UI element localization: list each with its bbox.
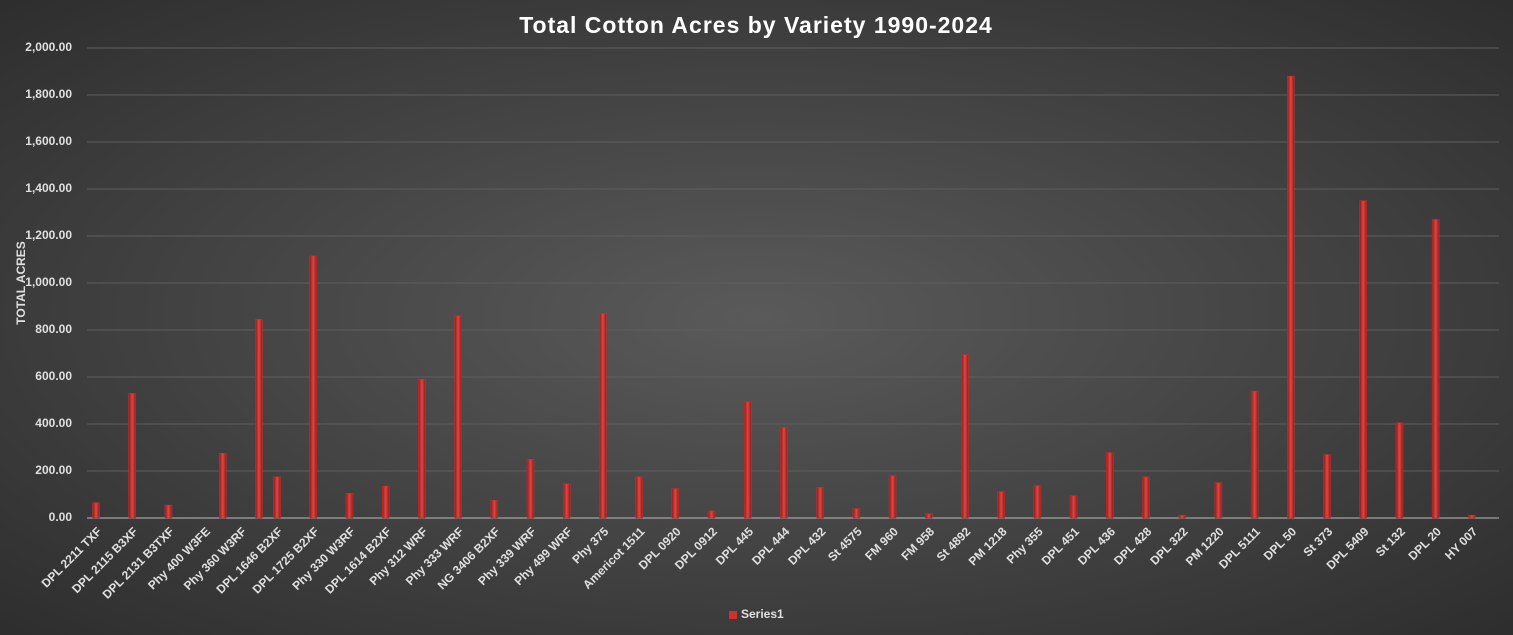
bar bbox=[925, 513, 933, 519]
y-tick-label: 200.00 bbox=[35, 463, 72, 477]
bar bbox=[164, 504, 173, 519]
bar bbox=[1431, 219, 1440, 519]
bar bbox=[418, 379, 426, 519]
bar bbox=[997, 491, 1005, 519]
bar bbox=[1323, 454, 1331, 519]
bar bbox=[309, 255, 318, 519]
bar bbox=[219, 453, 227, 519]
bar bbox=[635, 476, 643, 519]
y-tick-label: 1,400.00 bbox=[25, 181, 72, 195]
bar bbox=[961, 354, 969, 519]
bar bbox=[273, 476, 281, 519]
y-tick-label: 1,600.00 bbox=[25, 134, 72, 148]
y-tick-label: 0.00 bbox=[49, 510, 73, 524]
bar bbox=[128, 393, 137, 519]
bar bbox=[888, 475, 897, 519]
bar bbox=[852, 508, 861, 519]
bar bbox=[255, 319, 263, 519]
bar bbox=[1178, 514, 1186, 519]
bar bbox=[490, 500, 499, 519]
y-tick-label: 1,200.00 bbox=[25, 228, 72, 242]
bar bbox=[671, 488, 680, 519]
bar bbox=[562, 483, 571, 519]
bar bbox=[743, 401, 752, 519]
bar bbox=[345, 493, 354, 519]
y-tick-label: 400.00 bbox=[35, 416, 72, 430]
bar bbox=[707, 510, 716, 519]
bar bbox=[1069, 495, 1078, 519]
y-tick-label: 1,000.00 bbox=[25, 275, 72, 289]
bar bbox=[780, 427, 788, 519]
y-tick-label: 2,000.00 bbox=[25, 40, 72, 54]
bar bbox=[454, 315, 462, 519]
bar bbox=[1468, 514, 1476, 519]
bar bbox=[381, 486, 390, 519]
bar bbox=[816, 487, 824, 519]
y-axis-label: TOTAL ACRES bbox=[14, 241, 28, 325]
bar bbox=[599, 313, 607, 519]
bar bbox=[1033, 485, 1042, 519]
bar bbox=[1214, 482, 1223, 519]
bar bbox=[92, 502, 100, 519]
chart-title: Total Cotton Acres by Variety 1990-2024 bbox=[519, 12, 993, 38]
bar bbox=[1142, 476, 1150, 519]
bar bbox=[1250, 390, 1259, 519]
y-tick-label: 1,800.00 bbox=[25, 87, 72, 101]
legend-label: Series1 bbox=[741, 607, 784, 621]
bar bbox=[526, 459, 535, 519]
legend-swatch bbox=[729, 611, 737, 619]
y-tick-label: 800.00 bbox=[35, 322, 72, 336]
bar bbox=[1106, 452, 1114, 519]
bar bbox=[1287, 75, 1295, 519]
y-tick-label: 600.00 bbox=[35, 369, 72, 383]
bar bbox=[1395, 422, 1404, 519]
bar bbox=[1359, 200, 1367, 519]
